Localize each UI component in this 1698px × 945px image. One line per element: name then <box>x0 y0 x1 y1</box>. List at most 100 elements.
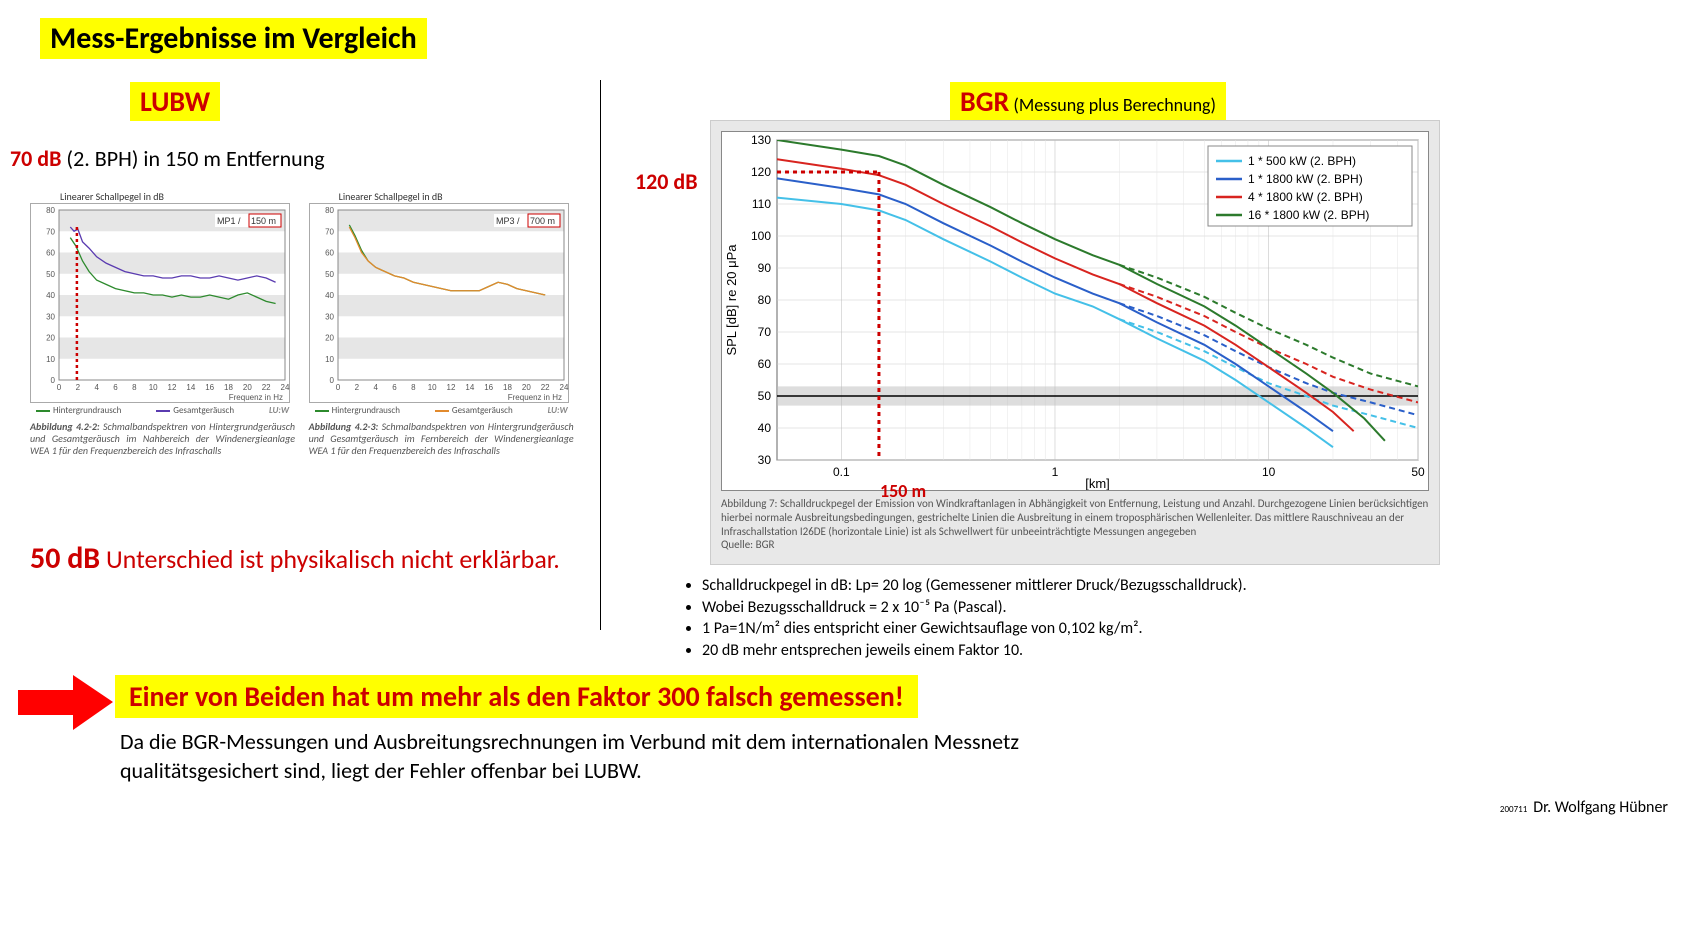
svg-text:8: 8 <box>132 383 137 392</box>
lubw-chart2-caption: Abbildung 4.2-3: Schmalbandspektren von … <box>309 421 574 457</box>
lubw-chart2-plot: 01020304050607080024681012141618202224Fr… <box>309 203 569 403</box>
svg-text:60: 60 <box>758 357 772 371</box>
svg-text:16: 16 <box>205 383 214 392</box>
page-title: Mess-Ergebnisse im Vergleich <box>40 18 427 59</box>
db50-value: 50 dB <box>30 540 100 577</box>
lubw-chart2-ytitle: Linearer Schallpegel in dB <box>309 190 574 203</box>
svg-text:40: 40 <box>758 421 772 435</box>
svg-text:14: 14 <box>186 383 195 392</box>
svg-text:SPL [dB] re 20 μPa: SPL [dB] re 20 μPa <box>724 244 739 356</box>
svg-text:10: 10 <box>1262 465 1276 479</box>
svg-text:70: 70 <box>325 227 334 236</box>
svg-text:12: 12 <box>446 383 455 392</box>
lubw-brand: LU:W <box>548 405 568 416</box>
svg-text:8: 8 <box>411 383 416 392</box>
svg-text:100: 100 <box>751 229 771 243</box>
bgr-label-main: BGR <box>960 84 1009 119</box>
svg-text:10: 10 <box>149 383 158 392</box>
svg-text:2: 2 <box>354 383 359 392</box>
svg-text:0.1: 0.1 <box>833 465 850 479</box>
svg-text:80: 80 <box>758 293 772 307</box>
svg-text:50: 50 <box>758 389 772 403</box>
bullet-2: 1 Pa=1N/m² dies entspricht einer Gewicht… <box>702 618 1247 640</box>
svg-text:130: 130 <box>751 133 771 147</box>
bullet-3: 20 dB mehr entsprechen jeweils einem Fak… <box>702 640 1247 662</box>
svg-text:90: 90 <box>758 261 772 275</box>
lubw-db50-note: 50 dB Unterschied ist physikalisch nicht… <box>30 540 560 578</box>
lubw-chart-2: Linearer Schallpegel in dB 0102030405060… <box>309 190 574 457</box>
lubw-charts: Linearer Schallpegel in dB 0102030405060… <box>30 190 580 490</box>
svg-text:30: 30 <box>325 312 334 321</box>
footer-author: 200711Dr. Wolfgang Hübner <box>1500 798 1668 817</box>
svg-text:40: 40 <box>325 291 334 300</box>
bullet-1: Wobei Bezugsschalldruck = 2 x 10⁻⁵ Pa (P… <box>702 597 1247 619</box>
lubw-chart-1: Linearer Schallpegel in dB 0102030405060… <box>30 190 295 457</box>
svg-text:22: 22 <box>262 383 271 392</box>
svg-text:[km]: [km] <box>1085 476 1110 490</box>
svg-text:80: 80 <box>46 206 55 215</box>
svg-text:6: 6 <box>392 383 397 392</box>
svg-text:10: 10 <box>46 355 55 364</box>
svg-text:30: 30 <box>758 453 772 467</box>
lubw-chart1-ytitle: Linearer Schallpegel in dB <box>30 190 295 203</box>
bgr-150m-annot: 150 m <box>880 480 926 502</box>
svg-text:24: 24 <box>559 383 568 392</box>
followup-text: Da die BGR-Messungen und Ausbreitungsrec… <box>120 728 1040 785</box>
svg-text:22: 22 <box>540 383 549 392</box>
db50-rest: Unterschied ist physikalisch nicht erklä… <box>100 543 560 575</box>
svg-text:12: 12 <box>168 383 177 392</box>
svg-text:0: 0 <box>329 376 334 385</box>
lubw-chart1-caption: Abbildung 4.2-2: Schmalbandspektren von … <box>30 421 295 457</box>
svg-text:4: 4 <box>94 383 99 392</box>
svg-text:1: 1 <box>1052 465 1059 479</box>
lubw-chart1-leg-hg: Hintergrundrausch <box>36 405 121 416</box>
bgr-label: BGR (Messung plus Berechnung) <box>950 82 1226 121</box>
svg-text:0: 0 <box>57 383 62 392</box>
lubw-brand: LU:W <box>269 405 289 416</box>
svg-text:4: 4 <box>373 383 378 392</box>
svg-text:Frequenz in Hz: Frequenz in Hz <box>507 393 561 402</box>
svg-text:0: 0 <box>335 383 340 392</box>
svg-text:16: 16 <box>484 383 493 392</box>
lubw-chart1-legend: Hintergrundrausch Gesamtgeräusch LU:W <box>30 403 295 418</box>
svg-text:20: 20 <box>46 334 55 343</box>
svg-text:0: 0 <box>51 376 56 385</box>
svg-text:20: 20 <box>243 383 252 392</box>
bgr-db120-annot: 120 dB <box>635 168 698 195</box>
lubw-chart2-leg-gs: Gesamtgeräusch <box>435 405 513 416</box>
svg-text:30: 30 <box>46 312 55 321</box>
svg-text:14: 14 <box>465 383 474 392</box>
svg-text:6: 6 <box>113 383 118 392</box>
svg-text:700 m: 700 m <box>530 216 555 226</box>
footer-author-name: Dr. Wolfgang Hübner <box>1533 798 1668 817</box>
svg-text:150 m: 150 m <box>251 216 276 226</box>
svg-text:4 * 1800 kW (2. BPH): 4 * 1800 kW (2. BPH) <box>1248 190 1363 204</box>
db70-value: 70 dB <box>10 145 61 172</box>
bgr-label-sub: (Messung plus Berechnung) <box>1009 94 1216 116</box>
conclusion-banner: Einer von Beiden hat um mehr als den Fak… <box>115 675 918 718</box>
svg-text:80: 80 <box>325 206 334 215</box>
svg-text:70: 70 <box>46 227 55 236</box>
svg-text:20: 20 <box>325 334 334 343</box>
svg-text:24: 24 <box>281 383 290 392</box>
svg-text:MP3 /: MP3 / <box>496 216 520 226</box>
column-divider <box>600 80 601 630</box>
svg-text:50: 50 <box>46 270 55 279</box>
bgr-chart-plot: 304050607080901001101201300.111050[km]SP… <box>721 131 1429 491</box>
svg-text:1 * 1800 kW (2. BPH): 1 * 1800 kW (2. BPH) <box>1248 172 1363 186</box>
lubw-label: LUBW <box>130 82 220 121</box>
svg-text:Frequenz in Hz: Frequenz in Hz <box>229 393 283 402</box>
lubw-chart2-legend: Hintergrundrausch Gesamtgeräusch LU:W <box>309 403 574 418</box>
physics-bullets: Schalldruckpegel in dB: Lp= 20 log (Geme… <box>680 575 1247 661</box>
bgr-chart-caption: Abbildung 7: Schalldruckpegel der Emissi… <box>721 497 1429 552</box>
svg-text:1 * 500 kW (2. BPH): 1 * 500 kW (2. BPH) <box>1248 154 1356 168</box>
svg-text:18: 18 <box>503 383 512 392</box>
lubw-chart1-plot: 01020304050607080024681012141618202224Fr… <box>30 203 290 403</box>
svg-text:10: 10 <box>427 383 436 392</box>
svg-text:110: 110 <box>752 197 771 211</box>
lubw-chart2-leg-hg: Hintergrundrausch <box>315 405 400 416</box>
red-arrow-icon <box>18 675 113 730</box>
db70-rest: (2. BPH) in 150 m Entfernung <box>61 145 324 172</box>
svg-text:18: 18 <box>224 383 233 392</box>
bgr-chart-container: 304050607080901001101201300.111050[km]SP… <box>710 120 1440 565</box>
